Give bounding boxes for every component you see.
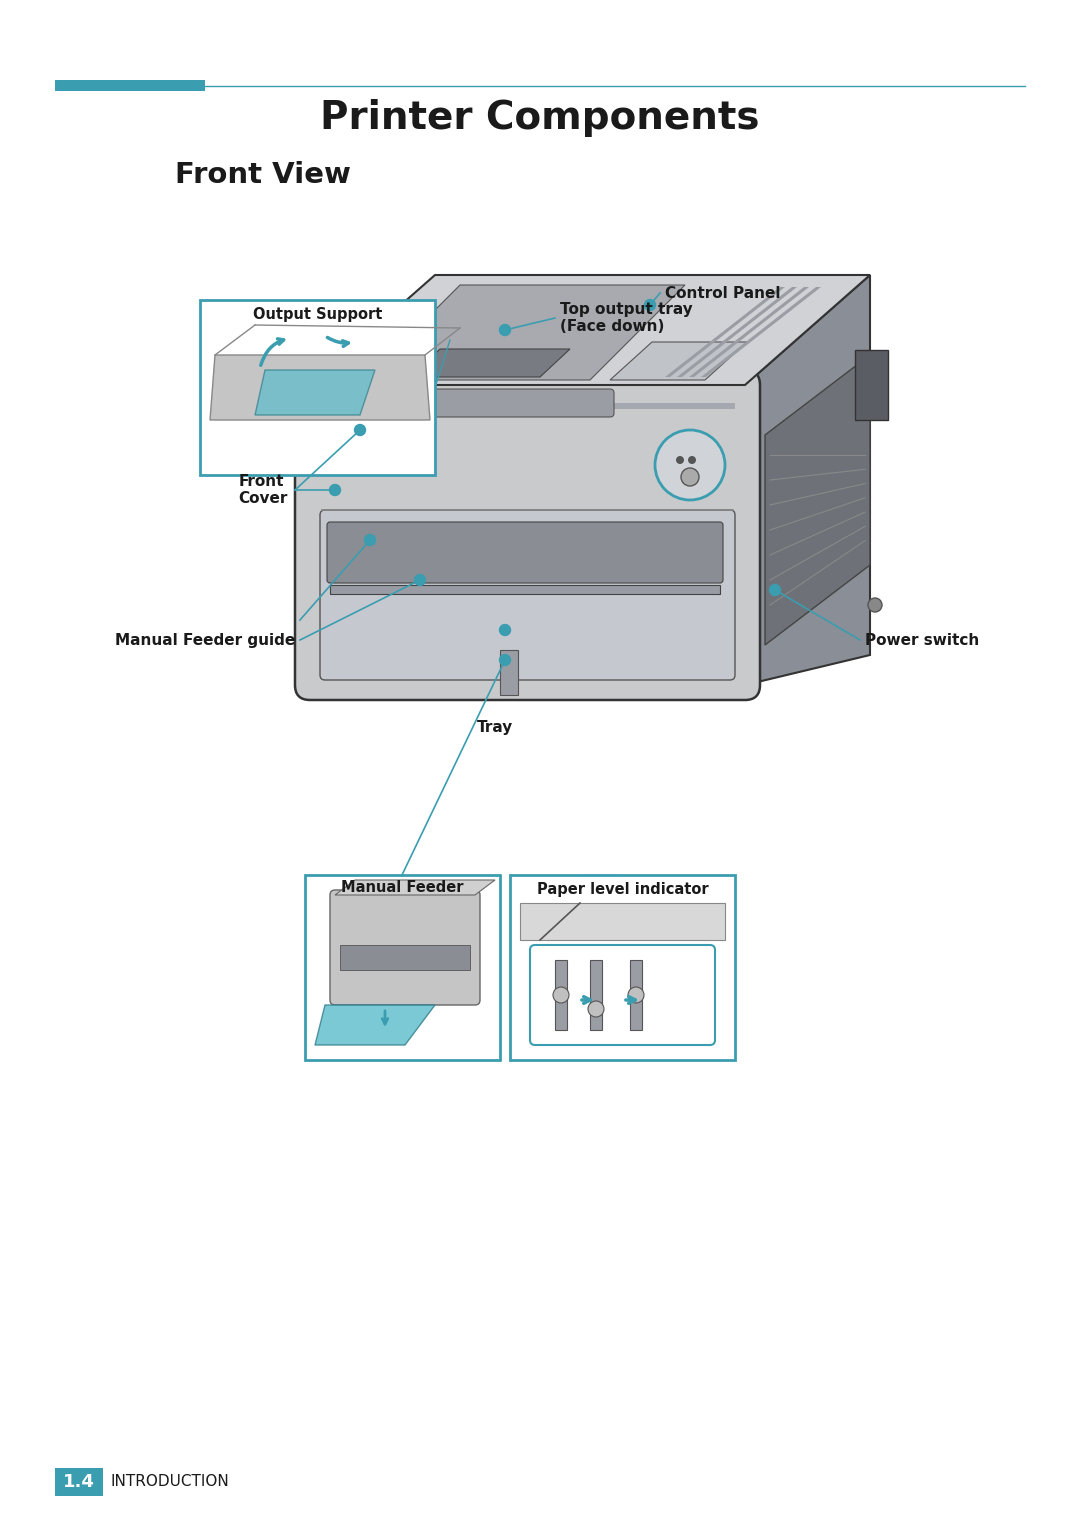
Text: Power switch: Power switch: [865, 632, 980, 647]
Polygon shape: [410, 349, 570, 378]
Circle shape: [676, 455, 684, 465]
Bar: [55, 1468, 103, 1496]
Circle shape: [329, 484, 340, 495]
Bar: [305, 876, 500, 1060]
Text: Printer Components: Printer Components: [321, 99, 759, 137]
Circle shape: [499, 324, 511, 335]
Bar: [200, 300, 435, 475]
Text: Front View: Front View: [175, 161, 351, 189]
Polygon shape: [689, 286, 809, 378]
Circle shape: [588, 1001, 604, 1017]
Polygon shape: [255, 370, 375, 414]
Polygon shape: [315, 1005, 435, 1045]
Bar: [340, 944, 470, 970]
FancyBboxPatch shape: [530, 944, 715, 1045]
Text: Output Support: Output Support: [253, 306, 382, 321]
Circle shape: [499, 655, 511, 666]
Circle shape: [654, 429, 725, 500]
Circle shape: [415, 574, 426, 585]
Polygon shape: [210, 355, 430, 420]
Polygon shape: [519, 903, 725, 940]
Bar: [510, 876, 735, 1060]
Bar: [590, 959, 602, 1030]
Polygon shape: [701, 286, 821, 378]
Text: Paper level indicator: Paper level indicator: [537, 882, 708, 897]
Polygon shape: [610, 343, 747, 381]
Bar: [55, 81, 205, 91]
Circle shape: [868, 599, 882, 612]
Polygon shape: [677, 286, 797, 378]
Text: 1.4: 1.4: [63, 1473, 95, 1491]
Bar: [630, 959, 642, 1030]
Circle shape: [499, 624, 511, 635]
Circle shape: [553, 987, 569, 1004]
FancyBboxPatch shape: [406, 388, 615, 417]
Circle shape: [688, 455, 696, 465]
Circle shape: [645, 300, 656, 311]
Text: Manual Feeder: Manual Feeder: [341, 879, 463, 894]
Bar: [320, 404, 735, 410]
Circle shape: [681, 468, 699, 486]
Circle shape: [354, 425, 365, 436]
Polygon shape: [365, 285, 685, 381]
Polygon shape: [665, 286, 785, 378]
Polygon shape: [855, 350, 888, 420]
Circle shape: [769, 585, 781, 595]
FancyBboxPatch shape: [330, 889, 480, 1005]
Polygon shape: [335, 880, 495, 896]
FancyBboxPatch shape: [327, 522, 723, 583]
Bar: [500, 650, 518, 694]
Polygon shape: [310, 276, 870, 385]
FancyBboxPatch shape: [320, 510, 735, 679]
Text: Tray: Tray: [477, 720, 513, 736]
Text: INTRODUCTION: INTRODUCTION: [111, 1474, 230, 1489]
Text: Top output tray
(Face down): Top output tray (Face down): [561, 302, 692, 334]
Polygon shape: [745, 276, 870, 685]
Bar: [555, 959, 567, 1030]
Bar: [330, 585, 720, 594]
Text: Manual Feeder guide: Manual Feeder guide: [114, 632, 295, 647]
Polygon shape: [765, 355, 870, 646]
Circle shape: [365, 535, 376, 545]
Circle shape: [627, 987, 644, 1004]
Text: Front
Cover: Front Cover: [239, 474, 288, 506]
Text: Control Panel: Control Panel: [665, 285, 781, 300]
FancyBboxPatch shape: [295, 370, 760, 701]
